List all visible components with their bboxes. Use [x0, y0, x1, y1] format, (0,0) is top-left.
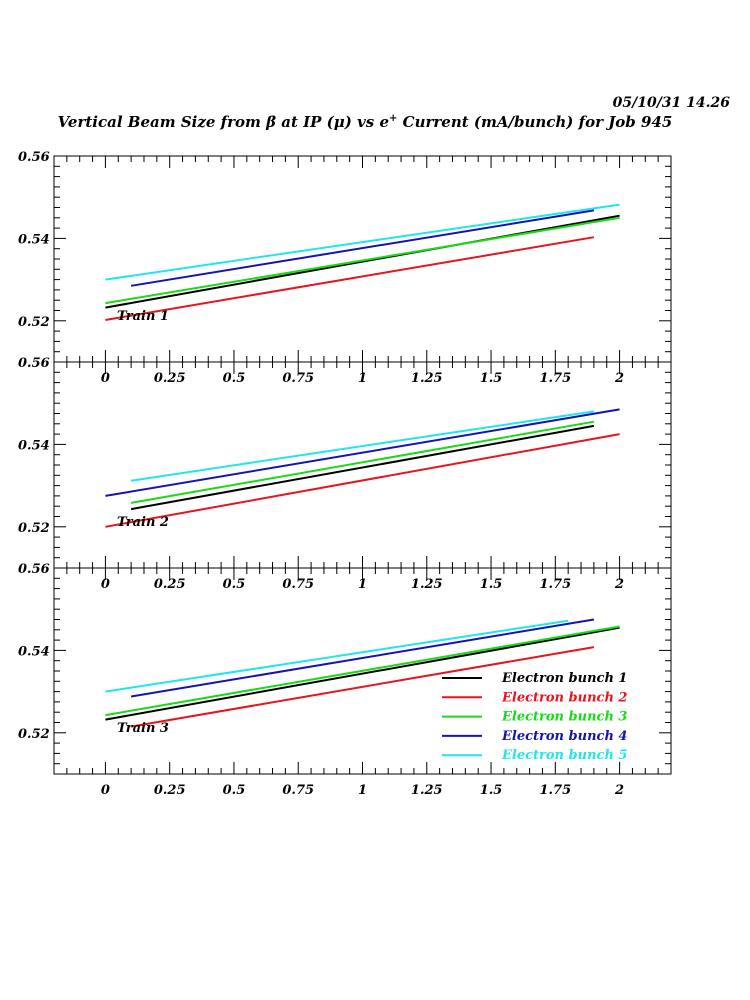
x-tick-label: 1.5 — [480, 371, 503, 386]
panel-frame — [53, 155, 672, 363]
beta-symbol: β — [266, 113, 277, 131]
x-tick-label: 0.25 — [154, 783, 186, 798]
x-tick-label: 0.25 — [154, 371, 186, 386]
x-tick-label: 1.5 — [480, 577, 503, 592]
y-tick-label: 0.56 — [18, 562, 50, 577]
x-tick-label: 0.5 — [223, 371, 246, 386]
y-tick-label: 0.56 — [18, 150, 50, 165]
x-tick-label: 1 — [358, 577, 367, 592]
y-tick-label: 0.54 — [18, 644, 50, 659]
series-line-electron-bunch-3 — [105, 625, 620, 717]
series-line-electron-bunch-2 — [105, 236, 595, 321]
series-line-electron-bunch-3 — [105, 216, 620, 305]
mu-symbol: μ — [333, 113, 345, 131]
x-tick-label: 0.25 — [154, 577, 186, 592]
series-line-electron-bunch-5 — [105, 203, 620, 281]
legend-label: Electron bunch 5 — [501, 748, 627, 763]
x-tick-label: 0.5 — [223, 783, 246, 798]
date-stamp: 05/10/31 14.26 — [612, 95, 730, 111]
legend-label: Electron bunch 4 — [501, 729, 627, 744]
title-part-1: Vertical Beam Size from — [57, 113, 267, 131]
positron-superscript: + — [389, 113, 398, 124]
x-tick-label: 1.5 — [480, 783, 503, 798]
chart-title: Vertical Beam Size from β at IP (μ) vs e… — [0, 113, 730, 131]
x-tick-label: 0 — [101, 371, 110, 386]
x-tick-label: 1 — [358, 371, 367, 386]
y-tick-label: 0.54 — [18, 232, 50, 247]
x-tick-label: 0 — [101, 577, 110, 592]
series-line-electron-bunch-5 — [130, 410, 595, 482]
x-tick-label: 1.25 — [411, 371, 443, 386]
title-part-3: ) vs e — [344, 113, 390, 131]
y-tick-label: 0.52 — [18, 727, 50, 742]
x-tick-label: 0.75 — [282, 783, 314, 798]
y-tick-label: 0.52 — [18, 521, 50, 536]
title-part-4: Current (mA/bunch) for Job 945 — [397, 113, 673, 131]
title-part-2: at IP ( — [276, 113, 334, 131]
series-line-electron-bunch-1 — [105, 214, 620, 309]
series-line-electron-bunch-2 — [130, 646, 595, 728]
x-tick-label: 1.75 — [539, 371, 571, 386]
x-tick-label: 1.75 — [539, 577, 571, 592]
x-tick-label: 0 — [101, 783, 110, 798]
series-line-electron-bunch-4 — [130, 618, 595, 698]
x-tick-label: 2 — [614, 577, 624, 592]
x-tick-label: 1.75 — [539, 783, 571, 798]
x-tick-label: 1 — [358, 783, 367, 798]
panel-label: Train 1 — [117, 309, 169, 324]
legend-label: Electron bunch 2 — [501, 690, 627, 705]
legend-label: Electron bunch 1 — [501, 671, 627, 686]
panel-label: Train 3 — [117, 721, 169, 736]
series-line-electron-bunch-4 — [105, 408, 620, 497]
x-tick-label: 2 — [614, 371, 624, 386]
series-line-electron-bunch-4 — [130, 209, 595, 287]
x-tick-label: 1.25 — [411, 577, 443, 592]
legend-label: Electron bunch 3 — [501, 710, 627, 725]
x-tick-label: 0.75 — [282, 577, 314, 592]
x-tick-label: 1.25 — [411, 783, 443, 798]
series-line-electron-bunch-3 — [130, 420, 595, 504]
x-tick-label: 0.75 — [282, 371, 314, 386]
x-tick-label: 2 — [614, 783, 624, 798]
series-line-electron-bunch-5 — [105, 619, 569, 693]
panel-frame — [53, 361, 672, 569]
series-line-electron-bunch-2 — [105, 433, 620, 528]
x-tick-label: 0.5 — [223, 577, 246, 592]
y-tick-label: 0.56 — [18, 356, 50, 371]
series-line-electron-bunch-1 — [105, 626, 620, 721]
panel-label: Train 2 — [117, 515, 169, 530]
y-tick-label: 0.54 — [18, 438, 50, 453]
series-line-electron-bunch-1 — [130, 424, 595, 511]
y-tick-label: 0.52 — [18, 315, 50, 330]
